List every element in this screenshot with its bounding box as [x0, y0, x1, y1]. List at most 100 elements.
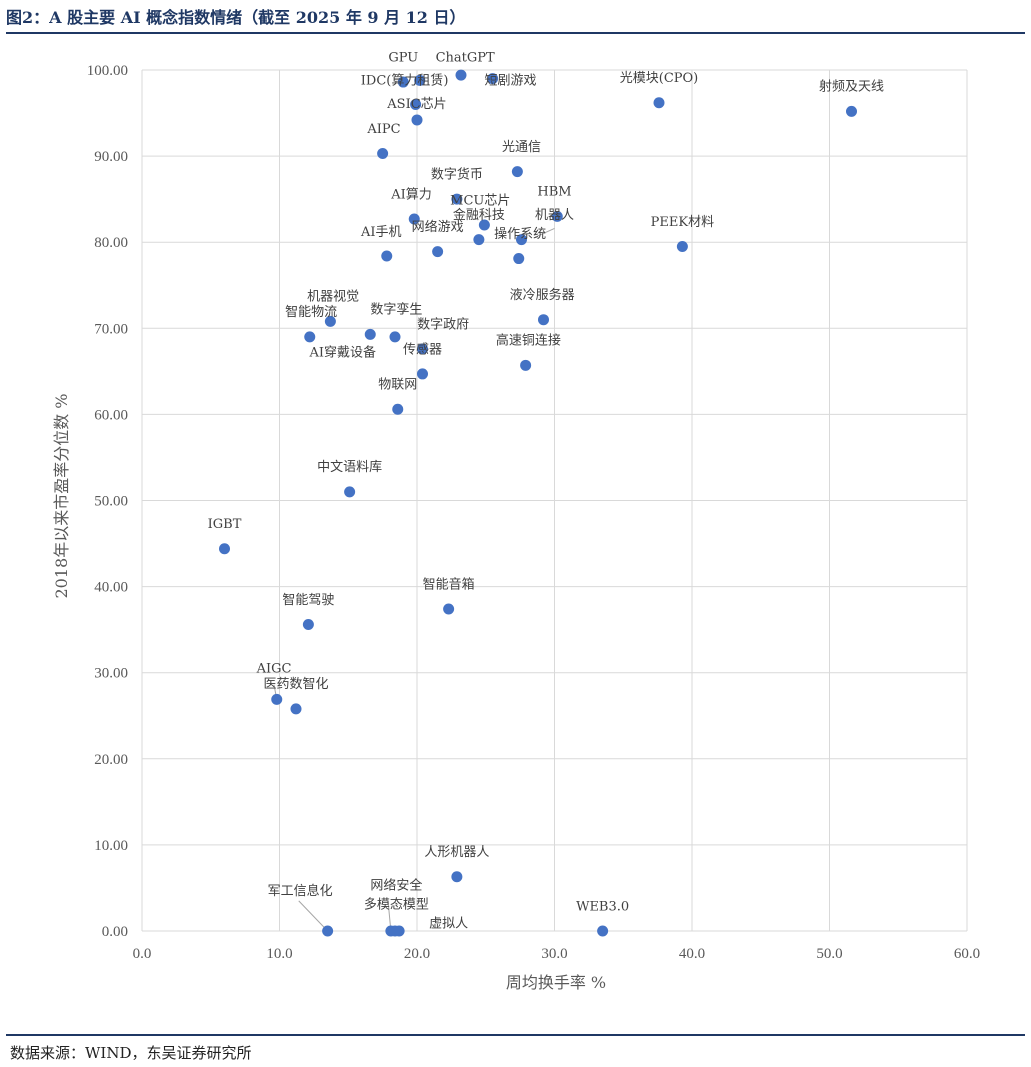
data-label: AI手机 [360, 225, 402, 240]
data-point [414, 74, 426, 86]
data-label: 传感器 [403, 341, 442, 357]
title-divider [6, 32, 1025, 34]
data-point [389, 331, 401, 343]
data-point [393, 925, 405, 937]
data-point [271, 693, 283, 705]
data-label: AI穿戴设备 [308, 345, 376, 361]
data-label: 数字货币 [431, 166, 483, 182]
data-label: 机器视觉 [307, 290, 359, 305]
data-label: 光通信 [502, 140, 541, 155]
data-label: 机器人 [535, 208, 574, 223]
data-point [324, 315, 336, 327]
data-label: AIGC [256, 662, 292, 677]
data-label: MCU芯片 [450, 193, 510, 208]
data-label: WEB3.0 [576, 899, 629, 914]
y-axis-title: 2018年以来市盈率分位数 % [52, 393, 71, 598]
data-label: 金融科技 [453, 207, 505, 223]
data-label: PEEK材料 [651, 215, 714, 230]
data-label: 医药数智化 [263, 677, 328, 692]
y-tick-label: 0.00 [102, 924, 128, 940]
data-point [538, 314, 549, 326]
y-tick-label: 60.00 [94, 407, 128, 423]
y-tick-label: 70.00 [94, 321, 128, 337]
data-label: 虚拟人 [429, 917, 468, 932]
grid-lines [141, 69, 968, 932]
data-label: 物联网 [378, 378, 417, 393]
data-point [408, 213, 420, 225]
y-tick-label: 20.00 [94, 752, 128, 768]
data-label: 网络游戏 [412, 219, 464, 235]
data-point [478, 219, 490, 231]
data-label: IGBT [208, 517, 242, 532]
data-label: 数字政府 [417, 317, 469, 332]
data-point [381, 250, 393, 262]
data-point [417, 368, 428, 380]
data-label: 数字孪生 [370, 302, 422, 318]
data-point [432, 246, 444, 258]
data-label: ChatGPT [436, 50, 495, 65]
data-label: 中文语料库 [317, 459, 382, 475]
data-point [516, 234, 527, 246]
data-label: 高速铜连接 [496, 333, 561, 349]
data-point [364, 328, 376, 340]
data-point [846, 105, 857, 117]
data-label: 网络安全 [370, 878, 422, 894]
data-point [304, 331, 316, 343]
data-label: 液冷服务器 [510, 287, 575, 303]
data-point [344, 486, 356, 498]
data-point [451, 193, 463, 205]
x-tick-label: 60.0 [954, 946, 980, 962]
data-label: ASIC芯片 [386, 97, 446, 112]
x-tick-label: 40.0 [679, 946, 705, 962]
figure-title: 图2：A 股主要 AI 概念指数情绪（截至 2025 年 9 月 12 日） [6, 8, 466, 27]
data-point [520, 359, 532, 371]
data-point [411, 114, 423, 126]
y-tick-label: 50.00 [94, 494, 128, 510]
data-label: 人形机器人 [424, 845, 489, 860]
data-point [392, 403, 404, 415]
data-label: 军工信息化 [268, 883, 333, 899]
data-point [487, 73, 499, 85]
data-point [451, 871, 463, 883]
x-tick-label: 50.0 [816, 946, 842, 962]
data-label: 操作系统 [494, 226, 546, 242]
data-label: GPU [388, 50, 418, 65]
y-tick-label: 10.00 [94, 838, 128, 854]
data-label: 光模块(CPO) [620, 71, 699, 86]
data-point [443, 603, 455, 615]
point-labels: GPU ChatGPT IDC(算力租赁) 短剧游戏 ASIC芯片 光模块(CPO) 射频及… [208, 50, 884, 931]
y-tick-label: 40.00 [94, 580, 128, 596]
x-tick-label: 10.0 [266, 946, 292, 962]
data-point [455, 69, 467, 81]
data-point [653, 97, 665, 109]
x-axis-ticks: 0.0 10.0 20.0 30.0 40.0 50.0 60.0 [133, 946, 981, 962]
y-tick-label: 30.00 [94, 666, 128, 682]
y-tick-label: 80.00 [94, 235, 128, 251]
data-label: 智能音箱 [423, 576, 475, 592]
x-axis-title: 周均换手率 % [506, 973, 606, 992]
data-label: AI算力 [390, 187, 432, 202]
data-label: 智能驾驶 [282, 593, 334, 608]
data-label: 短剧游戏 [484, 74, 536, 89]
data-point [397, 76, 409, 88]
data-point [302, 618, 314, 630]
data-point [511, 166, 523, 178]
data-label: HBM [537, 185, 571, 200]
data-point [417, 343, 428, 355]
leader-line [298, 900, 328, 932]
data-label: AIPC [366, 122, 400, 137]
x-tick-label: 30.0 [541, 946, 567, 962]
data-label: 射频及天线 [819, 79, 884, 95]
data-label: 多模态模型 [364, 897, 429, 913]
data-point [676, 241, 688, 253]
data-label: 智能物流 [285, 305, 337, 320]
data-point [410, 98, 422, 110]
data-point [290, 703, 302, 715]
data-point [322, 925, 334, 937]
x-tick-label: 20.0 [404, 946, 430, 962]
footer-divider [6, 1034, 1025, 1036]
source-note: 数据来源：WIND，东吴证券研究所 [10, 1044, 252, 1062]
data-points [219, 69, 857, 937]
y-tick-label: 90.00 [94, 149, 128, 165]
scatter-chart: 0.0 10.0 20.0 30.0 40.0 50.0 60.0 0.00 10.00 20.… [52, 50, 981, 992]
